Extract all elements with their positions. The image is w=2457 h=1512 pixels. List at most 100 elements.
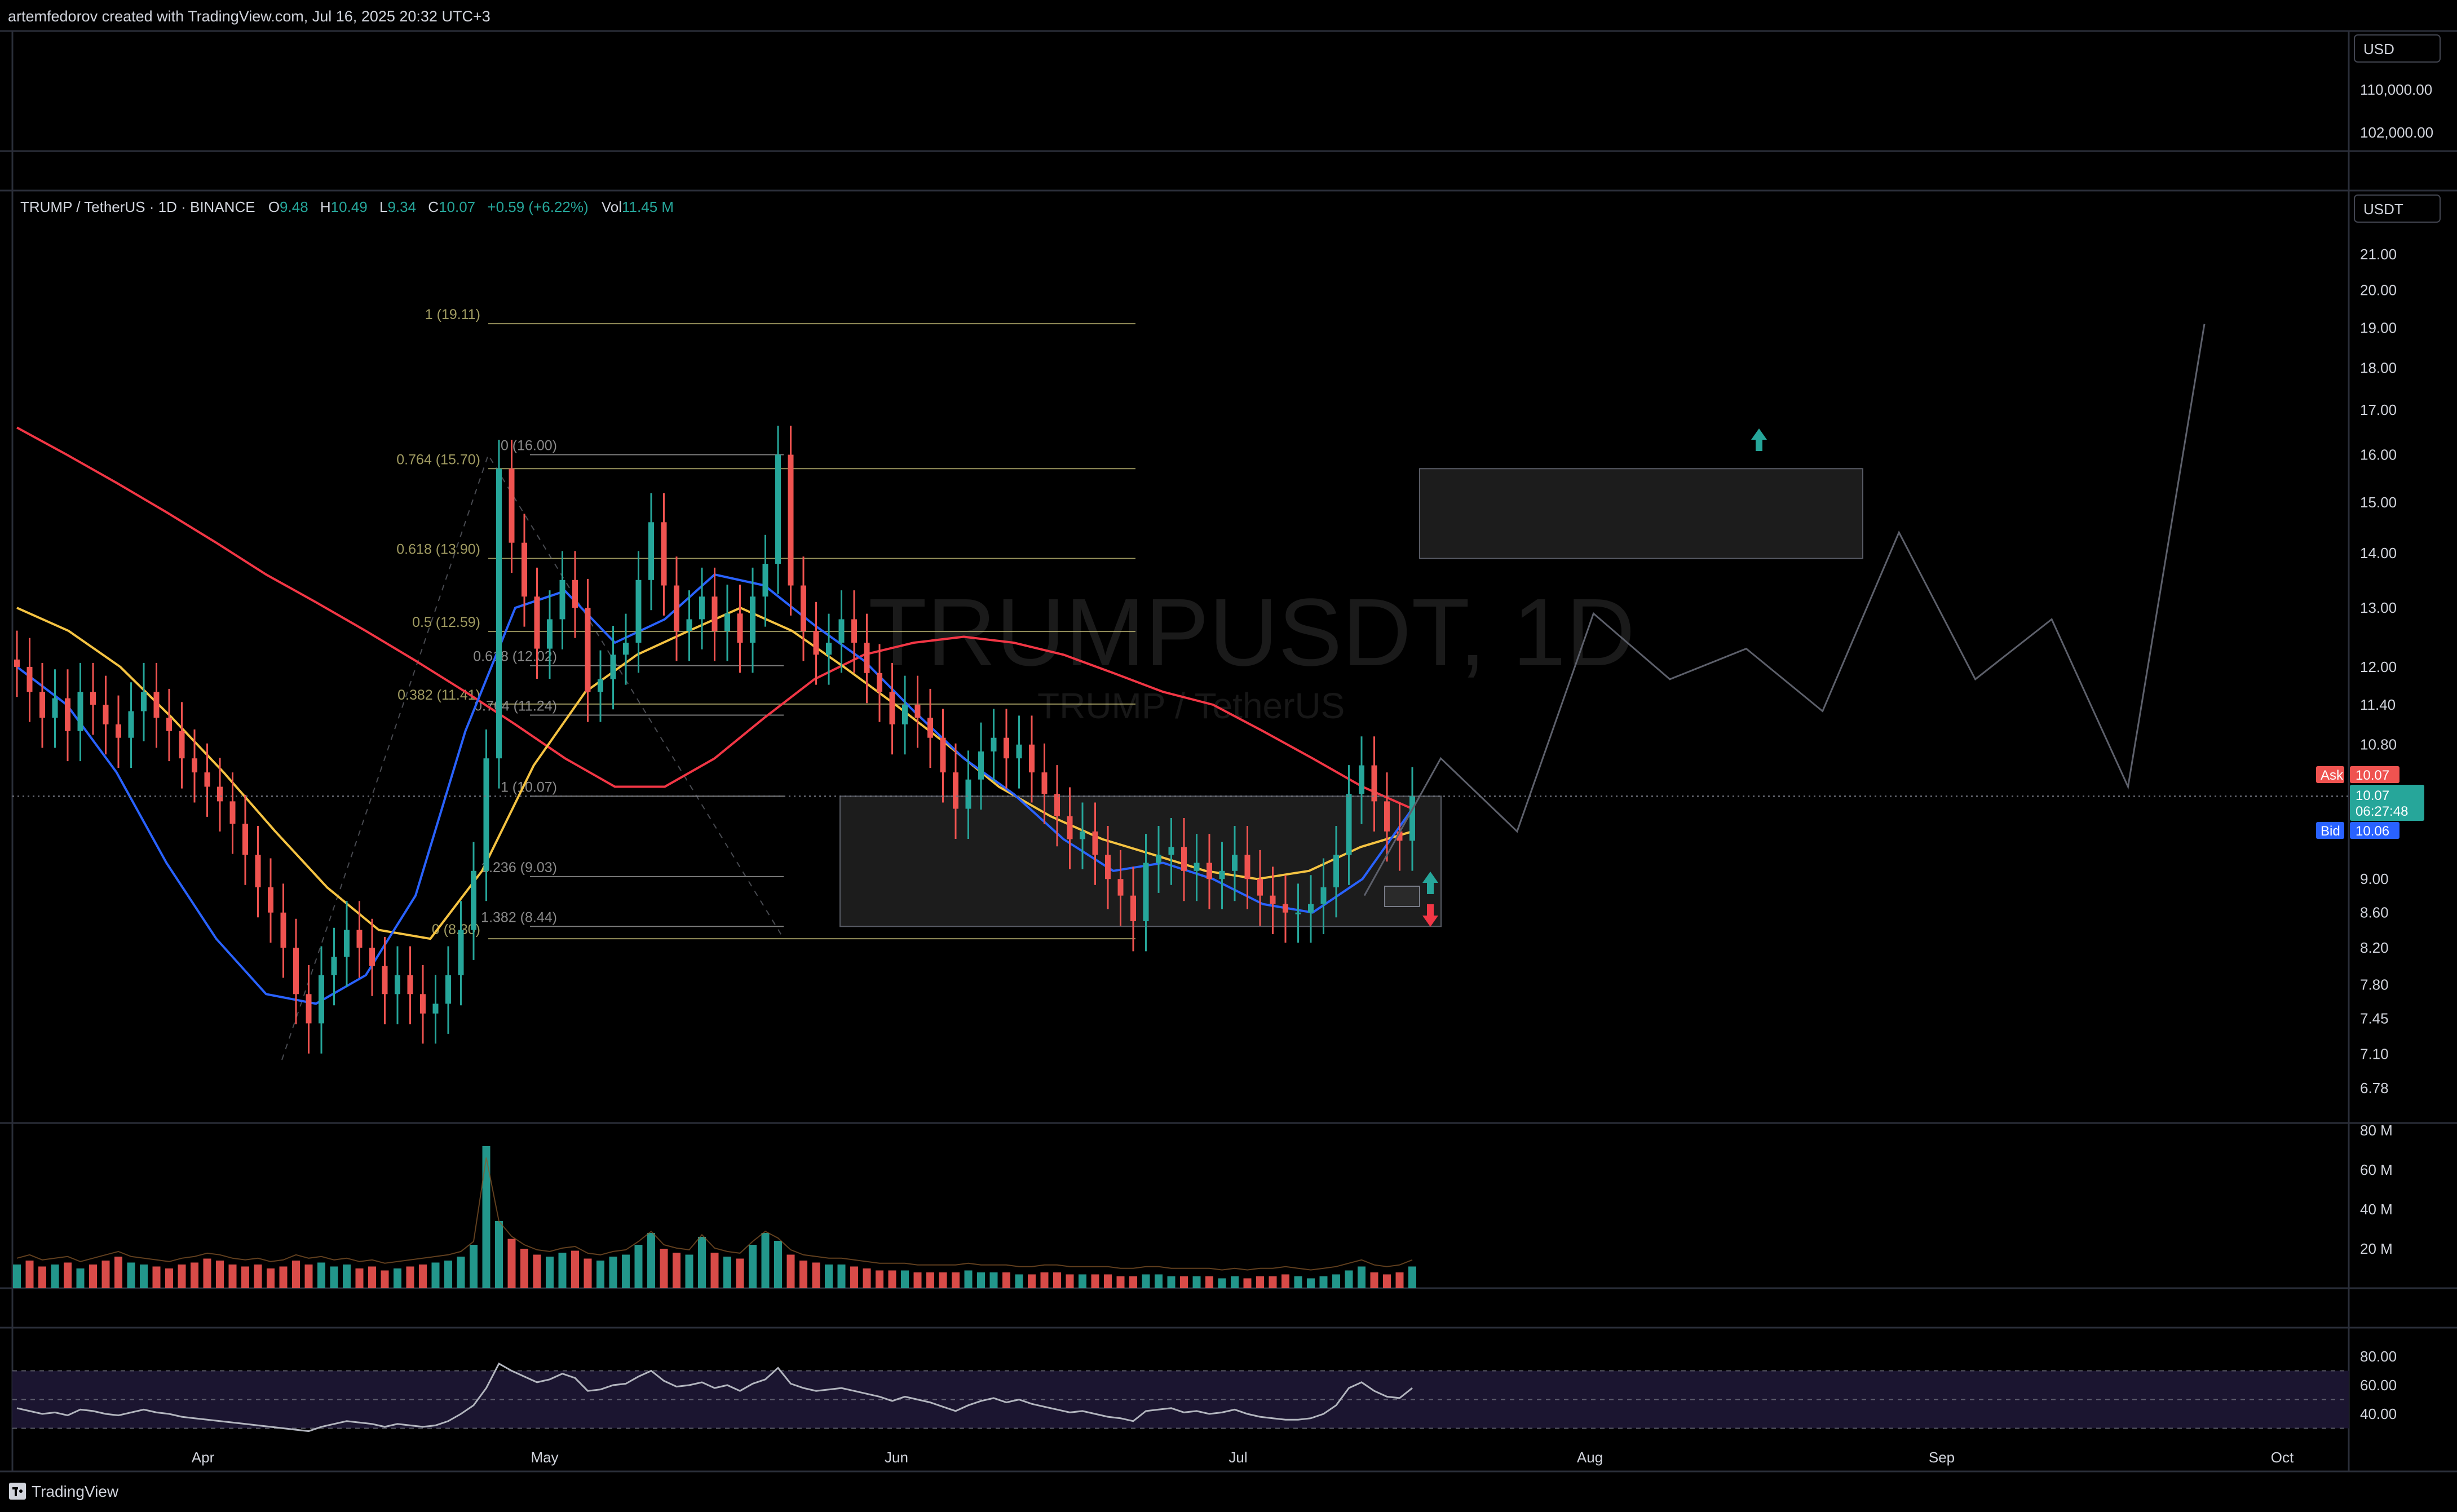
- legend-vol-value: 11.45 M: [622, 198, 674, 215]
- volume-bar: [1079, 1274, 1086, 1288]
- volume-bar: [1256, 1276, 1264, 1288]
- zone-box: [839, 795, 1442, 927]
- candle-body: [1117, 879, 1124, 896]
- price-tick: 12.00: [2360, 658, 2397, 675]
- volume-bar: [1205, 1276, 1213, 1288]
- volume-bar: [457, 1257, 465, 1288]
- candle-body: [902, 704, 908, 724]
- candle-body: [686, 619, 692, 631]
- last-price-value: 10.07: [2356, 788, 2389, 803]
- candle-body: [1041, 772, 1048, 794]
- candle-body: [1270, 895, 1276, 904]
- candle-body: [1194, 863, 1200, 871]
- candle-body: [1384, 801, 1390, 832]
- volume-bar: [774, 1241, 782, 1288]
- top-currency-box[interactable]: [2354, 34, 2441, 63]
- volume-bar: [1116, 1276, 1125, 1288]
- tradingview-logo: [9, 1483, 26, 1500]
- candle-body: [572, 580, 578, 608]
- volume-bar: [25, 1261, 34, 1288]
- legend-c-value: 10.07: [439, 198, 475, 215]
- volume-bar: [1192, 1276, 1201, 1288]
- candle-body: [1092, 831, 1098, 855]
- candle-body: [445, 975, 451, 1004]
- volume-bar: [989, 1272, 998, 1288]
- legend-l-label: L: [379, 198, 387, 215]
- volume-bar: [1155, 1274, 1163, 1288]
- volume-bars: 80 M 60 M 40 M 20 M: [13, 1122, 2393, 1288]
- volume-bar: [1142, 1274, 1150, 1288]
- candle-body: [306, 994, 312, 1024]
- volume-bar: [698, 1237, 706, 1288]
- candle-body: [559, 580, 565, 620]
- main-currency-box[interactable]: [2354, 194, 2441, 223]
- symbol-watermark-sub: TRUMP / TetherUS: [1037, 686, 1345, 726]
- volume-bar: [191, 1262, 198, 1288]
- svg-text:TRUMP / TetherUS · 1D · BINANC: TRUMP / TetherUS · 1D · BINANCE O9.48 H1…: [20, 198, 674, 215]
- rsi-indicator: 80.00 60.00 40.00: [12, 1348, 2397, 1433]
- candle-body: [331, 957, 337, 975]
- volume-bar: [1218, 1278, 1226, 1288]
- volume-bar: [977, 1272, 985, 1288]
- candle-body: [509, 468, 515, 543]
- price-tick: 7.10: [2360, 1045, 2389, 1062]
- candle-body: [483, 758, 489, 871]
- candle-body: [242, 824, 248, 855]
- volume-bar: [1408, 1266, 1416, 1288]
- volume-bar: [964, 1270, 973, 1288]
- legend-h-value: 10.49: [331, 198, 368, 215]
- candle-body: [750, 596, 755, 643]
- candle-body: [65, 698, 70, 731]
- footer-brand: TradingView: [32, 1483, 119, 1500]
- price-tick: 6.78: [2360, 1080, 2389, 1097]
- volume-bar: [1332, 1274, 1340, 1288]
- top-tick-1: 110,000.00: [2360, 81, 2432, 98]
- candle-body: [864, 642, 870, 673]
- volume-bar: [89, 1265, 97, 1288]
- symbol-legend[interactable]: TRUMP / TetherUS · 1D · BINANCE O9.48 H1…: [20, 198, 674, 215]
- volume-tick: 60 M: [2360, 1161, 2393, 1178]
- fib-b-level-label: 1.382 (8.44): [481, 909, 557, 925]
- volume-bar: [825, 1265, 833, 1288]
- candle-body: [1219, 870, 1225, 879]
- fib-a-level-label: 0.618 (13.90): [396, 542, 480, 558]
- candle-body: [1359, 765, 1364, 794]
- projection-path[interactable]: [1363, 324, 2206, 896]
- volume-bar: [622, 1254, 630, 1288]
- time-axis-label: Apr: [192, 1449, 215, 1466]
- volume-bar: [419, 1265, 427, 1288]
- volume-bar: [1269, 1276, 1277, 1288]
- volume-bar: [431, 1262, 440, 1288]
- candle-body: [268, 887, 273, 913]
- volume-bar: [203, 1258, 211, 1288]
- candle-body: [1397, 831, 1403, 841]
- zone-boxes[interactable]: [839, 468, 1863, 927]
- volume-bar: [546, 1257, 554, 1288]
- volume-bar: [178, 1265, 186, 1288]
- fibonacci-tools[interactable]: 1 (19.11) 0.764 (15.70) 0.618 (13.90) 0.5 (…: [281, 307, 1135, 1060]
- small-range-box[interactable]: [1384, 886, 1420, 907]
- volume-tick: 40 M: [2360, 1201, 2393, 1218]
- volume-bar: [64, 1262, 72, 1288]
- fib-a-level-label: 0.382 (11.41): [397, 687, 480, 703]
- pane-separators: [0, 30, 2457, 1473]
- candle-body: [1295, 912, 1301, 914]
- volume-bar: [799, 1261, 807, 1288]
- volume-bar: [596, 1261, 604, 1288]
- candle-body: [635, 580, 642, 643]
- price-axis[interactable]: 21.00 20.00 19.00 18.00 17.00 16.00 15.00 14.00…: [2360, 246, 2397, 1097]
- candle-body: [1232, 855, 1238, 871]
- down-arrow-icon: [1422, 904, 1438, 927]
- candle-body: [14, 659, 20, 667]
- volume-bar: [939, 1272, 947, 1288]
- candle-body: [1130, 895, 1136, 922]
- candle-body: [788, 454, 794, 586]
- volume-bar: [507, 1239, 516, 1288]
- volume-bar: [1053, 1272, 1061, 1288]
- candle-body: [522, 542, 527, 597]
- candle-body: [103, 704, 109, 724]
- time-axis[interactable]: Apr May Jun Jul Aug Sep Oct: [192, 1449, 2294, 1466]
- volume-bar: [736, 1258, 744, 1288]
- candles: [14, 426, 1415, 1054]
